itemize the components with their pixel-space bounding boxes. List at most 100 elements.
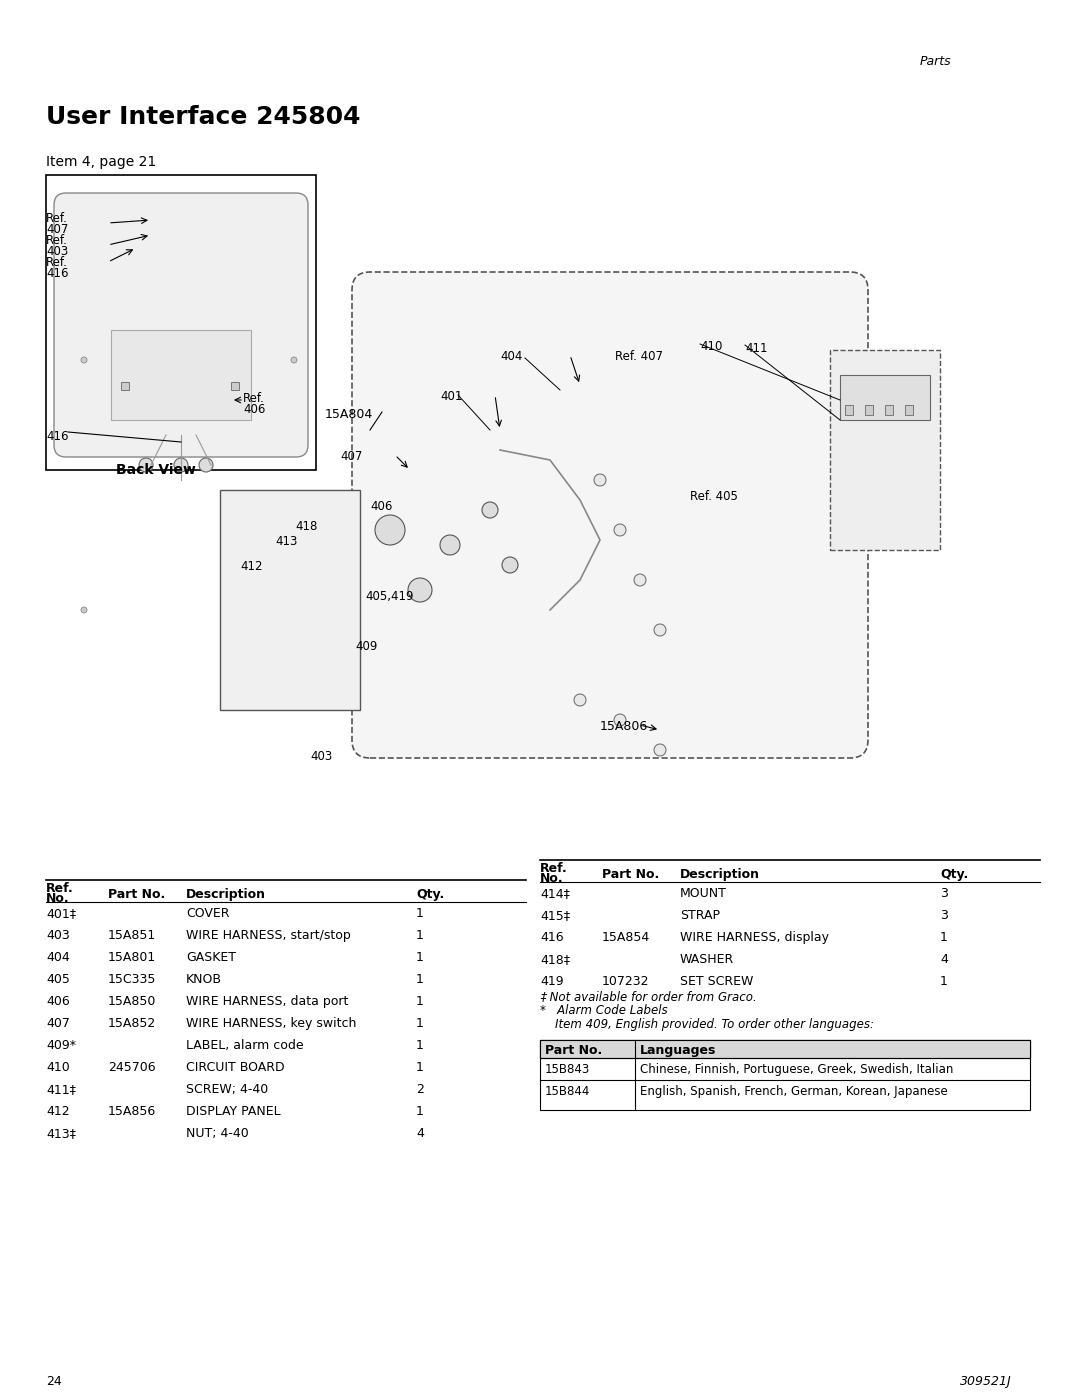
Text: 418: 418 [295, 520, 318, 534]
Text: Languages: Languages [640, 1044, 716, 1058]
Bar [121, 381, 129, 390]
Text: 15A851: 15A851 [108, 929, 157, 942]
Bar [111, 330, 251, 420]
Bar [845, 405, 853, 415]
Text: 409*: 409* [46, 1039, 76, 1052]
Text: 1: 1 [416, 1017, 423, 1030]
Text: Back View: Back View [116, 462, 195, 476]
Text: Qty.: Qty. [416, 888, 444, 901]
Circle shape [199, 458, 213, 472]
Text: 1: 1 [416, 951, 423, 964]
Text: Description: Description [186, 888, 266, 901]
FancyBboxPatch shape [127, 346, 235, 374]
Circle shape [615, 524, 626, 536]
Text: ‡ Not available for order from Graco.: ‡ Not available for order from Graco. [540, 990, 757, 1003]
Circle shape [291, 608, 297, 613]
Text: MOUNT: MOUNT [680, 887, 727, 900]
Text: LABEL, alarm code: LABEL, alarm code [186, 1039, 303, 1052]
Circle shape [291, 358, 297, 363]
Text: STRAP: STRAP [680, 909, 720, 922]
FancyBboxPatch shape [54, 193, 308, 457]
Text: WIRE HARNESS, key switch: WIRE HARNESS, key switch [186, 1017, 356, 1030]
Text: 418‡: 418‡ [540, 953, 570, 965]
Text: NUT; 4-40: NUT; 4-40 [186, 1127, 248, 1140]
Circle shape [654, 624, 666, 636]
Text: 407: 407 [340, 450, 363, 462]
Text: 405: 405 [46, 972, 70, 986]
Text: 1: 1 [416, 1105, 423, 1118]
Bar [865, 405, 873, 415]
Text: 410: 410 [700, 339, 723, 353]
Text: 1: 1 [416, 929, 423, 942]
Text: COVER: COVER [186, 907, 229, 921]
Circle shape [408, 578, 432, 602]
Text: 15A854: 15A854 [602, 930, 650, 944]
Text: User Interface 245804: User Interface 245804 [46, 105, 361, 129]
Text: 2: 2 [416, 1083, 423, 1097]
Bar [220, 490, 360, 710]
Text: 404: 404 [500, 351, 523, 363]
Text: 3: 3 [940, 887, 948, 900]
Circle shape [81, 358, 87, 363]
Bar [905, 405, 913, 415]
Text: 413‡: 413‡ [46, 1127, 76, 1140]
Circle shape [174, 458, 188, 472]
Text: 409: 409 [355, 640, 377, 652]
Circle shape [81, 608, 87, 613]
Bar [540, 1039, 1030, 1058]
Bar [840, 374, 930, 420]
Text: 1: 1 [940, 975, 948, 988]
Text: Ref.: Ref. [46, 212, 68, 225]
Text: 3: 3 [940, 909, 948, 922]
Text: 403: 403 [46, 244, 68, 258]
Text: 24: 24 [46, 1375, 62, 1389]
Text: Ref.: Ref. [243, 393, 265, 405]
Text: Qty.: Qty. [940, 868, 969, 882]
Text: 15A806: 15A806 [600, 719, 648, 733]
Text: 416: 416 [46, 430, 68, 443]
Text: 401: 401 [440, 390, 462, 402]
Circle shape [375, 515, 405, 545]
Text: 1: 1 [940, 930, 948, 944]
Text: 407: 407 [46, 1017, 70, 1030]
Text: 407: 407 [46, 224, 68, 236]
Text: 15A852: 15A852 [108, 1017, 157, 1030]
Text: 416: 416 [46, 267, 68, 279]
Text: Chinese, Finnish, Portuguese, Greek, Swedish, Italian: Chinese, Finnish, Portuguese, Greek, Swe… [640, 1063, 954, 1076]
Text: 403: 403 [310, 750, 333, 763]
Text: 406: 406 [46, 995, 70, 1009]
Text: No.: No. [540, 872, 564, 886]
Circle shape [573, 694, 586, 705]
Text: DISPLAY PANEL: DISPLAY PANEL [186, 1105, 281, 1118]
Bar [231, 381, 239, 390]
Text: WIRE HARNESS, start/stop: WIRE HARNESS, start/stop [186, 929, 351, 942]
Text: 309521J: 309521J [960, 1375, 1012, 1389]
Text: No.: No. [46, 893, 69, 905]
Text: Part No.: Part No. [545, 1044, 603, 1058]
Text: 245706: 245706 [108, 1060, 156, 1074]
Text: 419: 419 [540, 975, 564, 988]
Text: Ref.: Ref. [46, 882, 73, 895]
Text: 403: 403 [46, 929, 70, 942]
Text: 15B843: 15B843 [545, 1063, 591, 1076]
Text: 406: 406 [370, 500, 392, 513]
Text: 416: 416 [540, 930, 564, 944]
Text: CIRCUIT BOARD: CIRCUIT BOARD [186, 1060, 285, 1074]
Text: 411: 411 [745, 342, 768, 355]
Text: 1: 1 [416, 972, 423, 986]
Text: 404: 404 [46, 951, 70, 964]
Text: 405,419: 405,419 [365, 590, 414, 604]
Text: WIRE HARNESS, data port: WIRE HARNESS, data port [186, 995, 349, 1009]
Text: 411‡: 411‡ [46, 1083, 76, 1097]
Text: *   Alarm Code Labels: * Alarm Code Labels [540, 1004, 667, 1017]
Circle shape [440, 535, 460, 555]
Text: Parts: Parts [920, 54, 951, 68]
Circle shape [502, 557, 518, 573]
Text: Ref. 407: Ref. 407 [615, 351, 663, 363]
Circle shape [482, 502, 498, 518]
Text: 412: 412 [46, 1105, 69, 1118]
Bar [540, 1039, 1030, 1111]
Text: WASHER: WASHER [680, 953, 734, 965]
Text: SCREW; 4-40: SCREW; 4-40 [186, 1083, 268, 1097]
Text: Description: Description [680, 868, 760, 882]
